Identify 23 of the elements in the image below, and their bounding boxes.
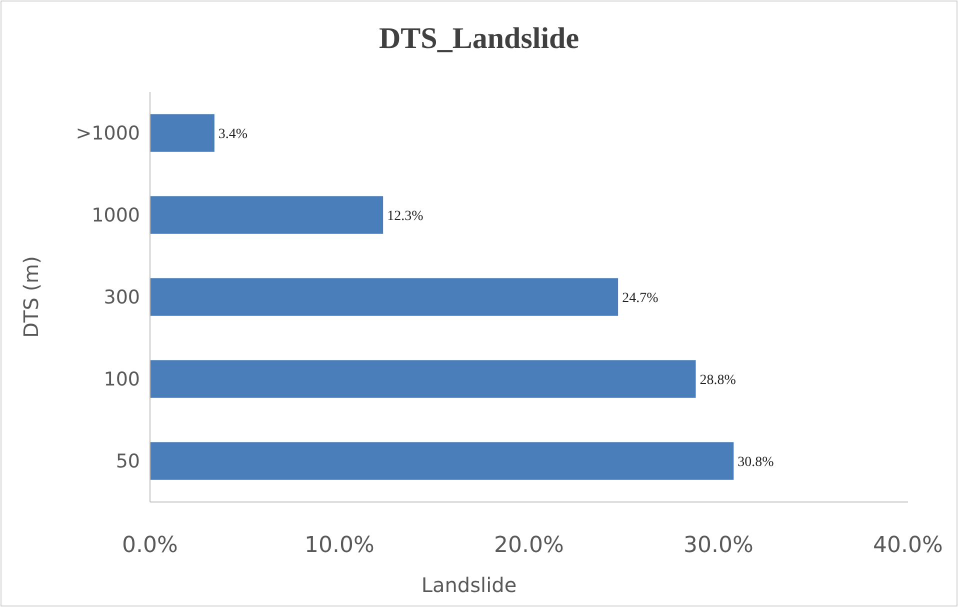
chart-title: DTS_Landslide: [378, 22, 580, 55]
x-axis-title: Landslide: [421, 573, 517, 597]
data-label: 3.4%: [218, 126, 248, 142]
bar: [150, 360, 696, 398]
y-tick-label: >1000: [76, 122, 140, 145]
bar: [150, 442, 734, 480]
bar: [150, 278, 618, 316]
data-label: 28.8%: [700, 372, 736, 388]
y-tick-label: 50: [116, 450, 140, 473]
x-tick-label: 40.0%: [873, 533, 943, 558]
data-label: 30.8%: [738, 454, 774, 470]
y-tick-label: 100: [104, 368, 140, 391]
x-tick-label: 0.0%: [122, 533, 178, 558]
y-tick-label: 1000: [92, 204, 140, 227]
x-tick-label: 30.0%: [684, 533, 754, 558]
x-tick-label: 10.0%: [304, 533, 374, 558]
data-label: 24.7%: [622, 290, 659, 306]
y-tick-label: 300: [104, 286, 140, 309]
data-label: 12.3%: [387, 208, 424, 224]
x-tick-label: 20.0%: [494, 533, 564, 558]
y-axis-title: DTS (m): [19, 256, 43, 338]
bar: [150, 114, 214, 152]
bar: [150, 196, 384, 234]
